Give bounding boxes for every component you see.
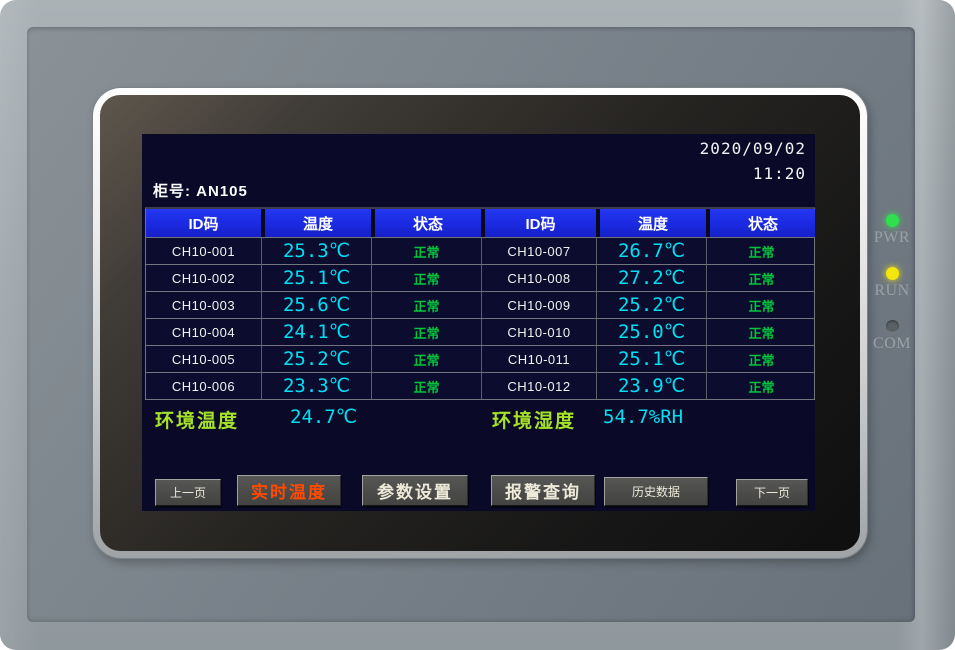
date-display: 2020/09/02	[699, 139, 806, 158]
pwr-led-label: PWR	[873, 229, 911, 246]
ambient-temperature-value: 24.7℃	[290, 406, 358, 428]
table-cell-temperature: 25.2℃	[596, 291, 706, 318]
table-cell-id: CH10-008	[481, 264, 596, 291]
nav-button-realtime-temperature[interactable]: 实时温度	[237, 475, 341, 506]
table-cell-id: CH10-011	[481, 345, 596, 372]
nav-button-parameter-settings[interactable]: 参数设置	[362, 475, 468, 506]
table-cell-status: 正常	[371, 264, 481, 291]
table-cell-status: 正常	[706, 318, 815, 345]
table-cell-status: 正常	[371, 345, 481, 372]
table-cell-id: CH10-002	[146, 264, 261, 291]
run-led-icon	[885, 267, 899, 280]
table-cell-temperature: 26.7℃	[596, 237, 706, 264]
table-cell-id: CH10-009	[481, 291, 596, 318]
time-display: 11:20	[752, 164, 806, 183]
table-cell-status: 正常	[371, 291, 481, 318]
table-cell-temperature: 25.6℃	[261, 291, 371, 318]
nav-button-alarm-query[interactable]: 报警查询	[491, 475, 595, 506]
table-header-cell: 状态	[371, 209, 481, 237]
table-cell-status: 正常	[706, 237, 815, 264]
table-cell-temperature: 25.1℃	[261, 264, 371, 291]
table-cell-status: 正常	[706, 264, 815, 291]
table-cell-status: 正常	[706, 291, 815, 318]
table-cell-temperature: 25.0℃	[596, 318, 706, 345]
com-indicator: COM	[866, 320, 918, 353]
ambient-temperature-label: 环境温度	[155, 411, 240, 432]
table-cell-temperature: 23.3℃	[261, 372, 371, 399]
table-header-cell: 温度	[261, 209, 371, 237]
table-header-cell: 状态	[706, 209, 815, 237]
table-cell-status: 正常	[371, 318, 481, 345]
table-header-cell: ID码	[146, 209, 261, 237]
table-cell-temperature: 27.2℃	[596, 264, 706, 291]
table-cell-status: 正常	[706, 345, 815, 372]
ambient-humidity-label: 环境湿度	[492, 411, 577, 432]
table-cell-id: CH10-012	[481, 372, 596, 399]
pwr-led-icon	[885, 214, 899, 227]
table-cell-id: CH10-005	[146, 345, 261, 372]
table-cell-id: CH10-006	[146, 372, 261, 399]
table-cell-status: 正常	[371, 237, 481, 264]
table-cell-status: 正常	[371, 372, 481, 399]
lcd-screen: 2020/09/02 11:20 柜号: AN105 ID码 温度 状态 ID码…	[142, 134, 815, 511]
table-cell-temperature: 24.1℃	[261, 318, 371, 345]
table-cell-id: CH10-004	[146, 318, 261, 345]
nav-button-next-page[interactable]: 下一页	[736, 479, 808, 506]
status-led-strip: PWR RUN COM	[866, 214, 918, 353]
table-cell-temperature: 25.1℃	[596, 345, 706, 372]
table-cell-id: CH10-001	[146, 237, 261, 264]
table-header-cell: ID码	[481, 209, 596, 237]
table-cell-status: 正常	[706, 372, 815, 399]
table-cell-temperature: 25.2℃	[261, 345, 371, 372]
table-cell-id: CH10-007	[481, 237, 596, 264]
pwr-indicator: PWR	[866, 214, 918, 247]
table-cell-temperature: 23.9℃	[596, 372, 706, 399]
ambient-humidity-value: 54.7%RH	[603, 406, 684, 428]
cabinet-label: 柜号: AN105	[153, 183, 248, 200]
nav-button-prev-page[interactable]: 上一页	[155, 479, 221, 506]
com-led-label: COM	[873, 335, 911, 352]
table-cell-id: CH10-010	[481, 318, 596, 345]
com-led-icon	[885, 320, 899, 333]
table-header-cell: 温度	[596, 209, 706, 237]
table-cell-temperature: 25.3℃	[261, 237, 371, 264]
nav-button-history-data[interactable]: 历史数据	[604, 477, 708, 506]
temperature-table: ID码 温度 状态 ID码 温度 状态 CH10-001 25.3℃ 正常 CH…	[145, 207, 815, 400]
run-led-label: RUN	[874, 282, 910, 299]
table-cell-id: CH10-003	[146, 291, 261, 318]
run-indicator: RUN	[866, 267, 918, 300]
